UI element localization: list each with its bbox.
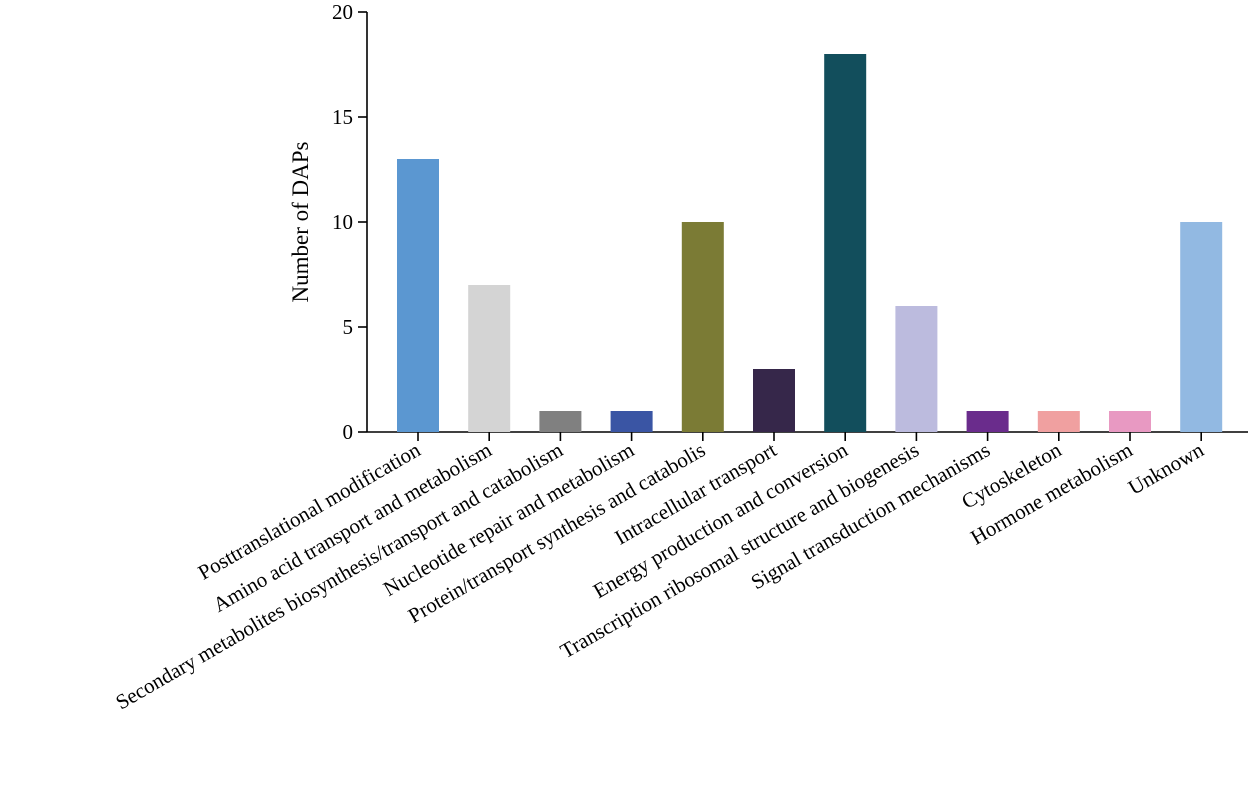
bar <box>895 306 937 432</box>
y-tick-label: 20 <box>332 0 353 24</box>
bar <box>682 222 724 432</box>
bars <box>397 54 1222 432</box>
bar <box>753 369 795 432</box>
bar <box>1038 411 1080 432</box>
bar <box>1109 411 1151 432</box>
y-tick-label: 15 <box>332 105 353 129</box>
x-ticks <box>418 432 1201 441</box>
x-category-label: Unknown <box>1124 437 1208 499</box>
bar <box>611 411 653 432</box>
bar <box>397 159 439 432</box>
y-tick-label: 10 <box>332 210 353 234</box>
bar <box>1180 222 1222 432</box>
bar <box>539 411 581 432</box>
y-ticks: 0 5 10 15 20 <box>332 0 367 444</box>
bar <box>967 411 1009 432</box>
bar <box>468 285 510 432</box>
y-tick-label: 5 <box>343 315 354 339</box>
bar-chart: 0 5 10 15 20 Posttranslational modificationA… <box>0 0 1255 788</box>
bar <box>824 54 866 432</box>
y-tick-label: 0 <box>343 420 354 444</box>
y-axis-title: Number of DAPs <box>288 141 313 302</box>
